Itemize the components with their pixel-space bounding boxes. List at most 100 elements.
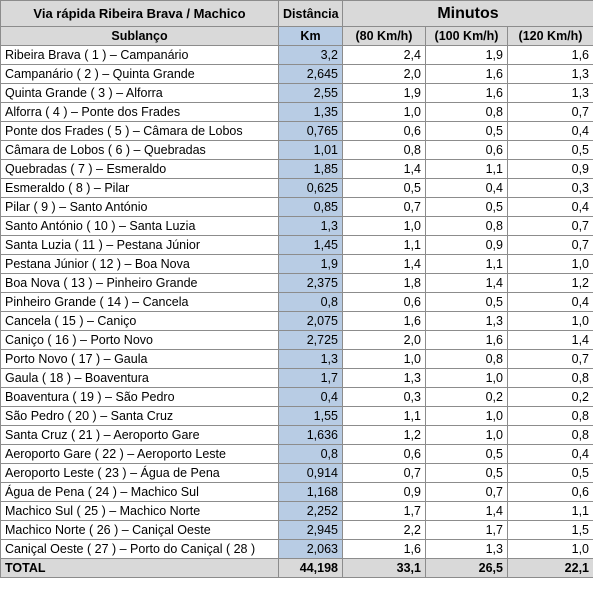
minutes-100: 0,5: [425, 444, 508, 464]
table-row: Machico Sul ( 25 ) – Machico Norte 2,252 1…: [0, 501, 593, 521]
minutes-100: 0,6: [425, 140, 508, 160]
section-name: Ribeira Brava ( 1 ) – Campanário: [0, 45, 279, 65]
total-km: 44,198: [278, 558, 343, 578]
minutes-120: 0,4: [506, 292, 593, 312]
distance-km: 1,3: [278, 216, 343, 236]
distance-km: 0,625: [278, 178, 343, 198]
total-row: TOTAL 44,198 33,1 26,5 22,1: [0, 558, 593, 578]
distance-km: 2,252: [278, 501, 343, 521]
distance-km: 1,7: [278, 368, 343, 388]
table-row: Ponte dos Frades ( 5 ) – Câmara de Lobos…: [0, 121, 593, 141]
table-row: Porto Novo ( 17 ) – Gaula 1,3 1,0 0,8 0,7: [0, 349, 593, 369]
section-name: Pilar ( 9 ) – Santo António: [0, 197, 279, 217]
minutes-80: 0,6: [342, 292, 426, 312]
minutes-120: 0,7: [506, 216, 593, 236]
minutes-100: 1,0: [425, 368, 508, 388]
minutes-80: 1,2: [342, 425, 426, 445]
minutes-80: 1,4: [342, 159, 426, 179]
section-name: Quebradas ( 7 ) – Esmeraldo: [0, 159, 279, 179]
section-name: Boa Nova ( 13 ) – Pinheiro Grande: [0, 273, 279, 293]
section-name: Caniço ( 16 ) – Porto Novo: [0, 330, 279, 350]
section-name: Machico Sul ( 25 ) – Machico Norte: [0, 501, 279, 521]
section-name: Santo António ( 10 ) – Santa Luzia: [0, 216, 279, 236]
distance-km: 2,063: [278, 539, 343, 559]
minutes-120: 0,8: [506, 368, 593, 388]
section-name: Alforra ( 4 ) – Ponte dos Frades: [0, 102, 279, 122]
distance-km: 1,35: [278, 102, 343, 122]
minutes-header: Minutos: [341, 0, 593, 27]
minutes-100: 0,9: [425, 235, 508, 255]
table-row: Santo António ( 10 ) – Santa Luzia 1,3 1,0…: [0, 216, 593, 236]
distance-km: 1,85: [278, 159, 343, 179]
minutes-120: 0,5: [506, 463, 593, 483]
table-row: Machico Norte ( 26 ) – Caniçal Oeste 2,94…: [0, 520, 593, 540]
minutes-80: 1,7: [342, 501, 426, 521]
section-name: Pinheiro Grande ( 14 ) – Cancela: [0, 292, 279, 312]
section-name: Caniçal Oeste ( 27 ) – Porto do Caniçal …: [0, 539, 279, 559]
minutes-100: 1,6: [425, 83, 508, 103]
minutes-120: 0,5: [506, 140, 593, 160]
distance-km: 1,01: [278, 140, 343, 160]
minutes-80: 0,3: [342, 387, 426, 407]
minutes-100: 0,2: [425, 387, 508, 407]
section-name: Santa Luzia ( 11 ) – Pestana Júnior: [0, 235, 279, 255]
minutes-80: 1,6: [342, 539, 426, 559]
minutes-100: 0,5: [425, 292, 508, 312]
minutes-80: 1,0: [342, 216, 426, 236]
minutes-120: 0,8: [506, 425, 593, 445]
minutes-100: 1,7: [425, 520, 508, 540]
minutes-80: 0,7: [342, 197, 426, 217]
table-row: Quebradas ( 7 ) – Esmeraldo 1,85 1,4 1,1 0,9: [0, 159, 593, 179]
section-name: Água de Pena ( 24 ) – Machico Sul: [0, 482, 279, 502]
minutes-100: 0,4: [425, 178, 508, 198]
total-label: TOTAL: [0, 558, 279, 578]
minutes-100: 1,9: [425, 45, 508, 65]
minutes-100: 1,3: [425, 311, 508, 331]
minutes-80: 1,8: [342, 273, 426, 293]
distance-km: 0,765: [278, 121, 343, 141]
section-name: Santa Cruz ( 21 ) – Aeroporto Gare: [0, 425, 279, 445]
minutes-100: 0,5: [425, 121, 508, 141]
section-name: Ponte dos Frades ( 5 ) – Câmara de Lobos: [0, 121, 279, 141]
minutes-100: 1,1: [425, 159, 508, 179]
minutes-100: 1,1: [425, 254, 508, 274]
minutes-120: 0,8: [506, 406, 593, 426]
minutes-100: 1,6: [425, 64, 508, 84]
table-row: Cancela ( 15 ) – Caniço 2,075 1,6 1,3 1,0: [0, 311, 593, 331]
section-name: Machico Norte ( 26 ) – Caniçal Oeste: [0, 520, 279, 540]
section-name: Aeroporto Leste ( 23 ) – Água de Pena: [0, 463, 279, 483]
section-name: Cancela ( 15 ) – Caniço: [0, 311, 279, 331]
minutes-120: 1,4: [506, 330, 593, 350]
minutes-120: 1,0: [506, 539, 593, 559]
minutes-80: 0,7: [342, 463, 426, 483]
minutes-120: 1,1: [506, 501, 593, 521]
minutes-120: 0,7: [506, 102, 593, 122]
minutes-80: 1,4: [342, 254, 426, 274]
speed-80-header: (80 Km/h): [342, 26, 426, 46]
minutes-100: 0,5: [425, 463, 508, 483]
minutes-80: 0,5: [342, 178, 426, 198]
minutes-120: 0,4: [506, 121, 593, 141]
minutes-80: 2,0: [342, 64, 426, 84]
minutes-120: 1,3: [506, 64, 593, 84]
km-header: Km: [278, 26, 343, 46]
table-row: Boa Nova ( 13 ) – Pinheiro Grande 2,375 1,…: [0, 273, 593, 293]
minutes-120: 0,3: [506, 178, 593, 198]
minutes-120: 0,6: [506, 482, 593, 502]
minutes-120: 0,9: [506, 159, 593, 179]
table-row: Campanário ( 2 ) – Quinta Grande 2,645 2,0…: [0, 64, 593, 84]
minutes-100: 0,8: [425, 102, 508, 122]
table-row: Aeroporto Leste ( 23 ) – Água de Pena 0,9…: [0, 463, 593, 483]
minutes-100: 1,3: [425, 539, 508, 559]
distance-km: 2,55: [278, 83, 343, 103]
minutes-80: 0,6: [342, 444, 426, 464]
table-row: Gaula ( 18 ) – Boaventura 1,7 1,3 1,0 0,8: [0, 368, 593, 388]
table-row: Alforra ( 4 ) – Ponte dos Frades 1,35 1,0 0…: [0, 102, 593, 122]
header-row-2: Sublanço Km (80 Km/h) (100 Km/h) (120 Km…: [0, 26, 593, 46]
minutes-80: 1,1: [342, 406, 426, 426]
table-row: Santa Luzia ( 11 ) – Pestana Júnior 1,45 1…: [0, 235, 593, 255]
section-header: Sublanço: [0, 26, 279, 46]
minutes-120: 1,2: [506, 273, 593, 293]
section-name: Aeroporto Gare ( 22 ) – Aeroporto Leste: [0, 444, 279, 464]
table-row: Ribeira Brava ( 1 ) – Campanário 3,2 2,4 1,…: [0, 45, 593, 65]
